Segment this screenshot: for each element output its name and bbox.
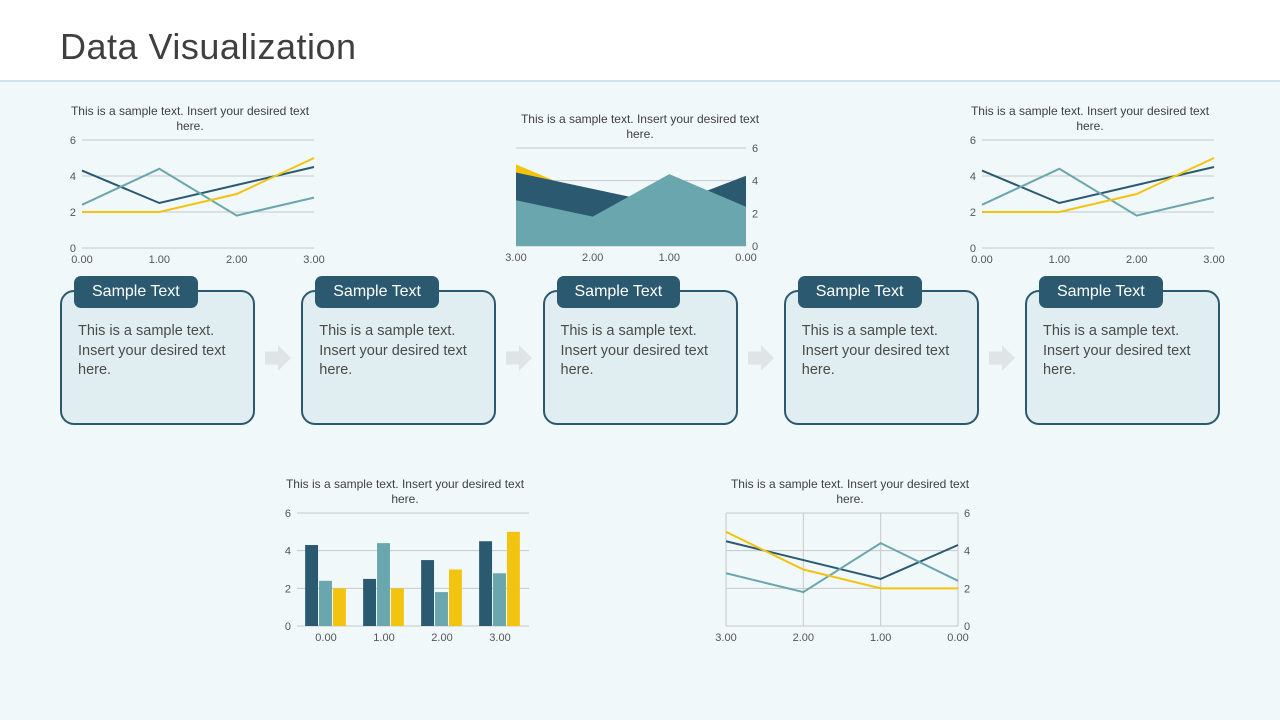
- svg-text:1.00: 1.00: [373, 632, 394, 644]
- flow-box-label: Sample Text: [798, 276, 922, 308]
- chart-caption: This is a sample text. Insert your desir…: [60, 104, 320, 134]
- svg-text:4: 4: [70, 171, 76, 183]
- flow-box-label: Sample Text: [1039, 276, 1163, 308]
- svg-text:2.00: 2.00: [1126, 254, 1147, 266]
- svg-text:1.00: 1.00: [870, 632, 891, 644]
- svg-text:3.00: 3.00: [489, 632, 510, 644]
- chart-caption: This is a sample text. Insert your desir…: [960, 104, 1220, 134]
- svg-text:2.00: 2.00: [582, 252, 603, 264]
- svg-text:2.00: 2.00: [226, 254, 247, 266]
- arrow-right-icon: [506, 345, 532, 371]
- flow-box-body: This is a sample text. Insert your desir…: [78, 322, 237, 381]
- flow-box: Sample TextThis is a sample text. Insert…: [543, 290, 738, 425]
- svg-text:6: 6: [752, 143, 758, 155]
- svg-text:3.00: 3.00: [1203, 254, 1224, 266]
- svg-text:4: 4: [285, 546, 291, 558]
- line-chart-top-left: This is a sample text. Insert your desir…: [60, 104, 320, 269]
- flow-box-body: This is a sample text. Insert your desir…: [1043, 322, 1202, 381]
- svg-text:4: 4: [964, 546, 970, 558]
- stage: This is a sample text. Insert your desir…: [0, 82, 1280, 712]
- arrow-right-icon: [989, 345, 1015, 371]
- svg-text:2.00: 2.00: [431, 632, 452, 644]
- chart-caption: This is a sample text. Insert your desir…: [510, 112, 770, 142]
- svg-text:0: 0: [285, 621, 291, 633]
- svg-text:2: 2: [70, 207, 76, 219]
- svg-text:0.00: 0.00: [71, 254, 92, 266]
- svg-text:0.00: 0.00: [315, 632, 336, 644]
- page-title: Data Visualization: [60, 26, 1220, 68]
- svg-text:0.00: 0.00: [947, 632, 968, 644]
- flow-box-body: This is a sample text. Insert your desir…: [802, 322, 961, 381]
- flow-box: Sample TextThis is a sample text. Insert…: [1025, 290, 1220, 425]
- flow-box: Sample TextThis is a sample text. Insert…: [301, 290, 496, 425]
- flow-box-label: Sample Text: [74, 276, 198, 308]
- arrow-right-icon: [748, 345, 774, 371]
- svg-text:6: 6: [70, 135, 76, 147]
- line-chart-bottom-right: This is a sample text. Insert your desir…: [720, 477, 980, 647]
- svg-text:1.00: 1.00: [659, 252, 680, 264]
- svg-text:3.00: 3.00: [505, 252, 526, 264]
- svg-text:3.00: 3.00: [303, 254, 324, 266]
- chart-caption: This is a sample text. Insert your desir…: [275, 477, 535, 507]
- flow-row: Sample TextThis is a sample text. Insert…: [60, 290, 1220, 425]
- chart-caption: This is a sample text. Insert your desir…: [720, 477, 980, 507]
- svg-text:3.00: 3.00: [715, 632, 736, 644]
- svg-text:4: 4: [752, 176, 758, 188]
- svg-text:6: 6: [964, 508, 970, 520]
- svg-text:6: 6: [285, 508, 291, 520]
- svg-text:1.00: 1.00: [149, 254, 170, 266]
- svg-text:2.00: 2.00: [793, 632, 814, 644]
- svg-text:2: 2: [752, 208, 758, 220]
- svg-text:1.00: 1.00: [1049, 254, 1070, 266]
- svg-text:6: 6: [970, 135, 976, 147]
- svg-text:0.00: 0.00: [971, 254, 992, 266]
- flow-box: Sample TextThis is a sample text. Insert…: [60, 290, 255, 425]
- flow-box-label: Sample Text: [557, 276, 681, 308]
- arrow-right-icon: [265, 345, 291, 371]
- flow-box-body: This is a sample text. Insert your desir…: [561, 322, 720, 381]
- flow-box-body: This is a sample text. Insert your desir…: [319, 322, 478, 381]
- svg-text:2: 2: [970, 207, 976, 219]
- svg-text:4: 4: [970, 171, 976, 183]
- title-bar: Data Visualization: [0, 0, 1280, 82]
- svg-text:0.00: 0.00: [735, 252, 756, 264]
- svg-text:2: 2: [964, 583, 970, 595]
- flow-box: Sample TextThis is a sample text. Insert…: [784, 290, 979, 425]
- area-chart-top-center: This is a sample text. Insert your desir…: [510, 112, 770, 267]
- flow-box-label: Sample Text: [315, 276, 439, 308]
- svg-text:2: 2: [285, 583, 291, 595]
- bar-chart-bottom-left: This is a sample text. Insert your desir…: [275, 477, 535, 647]
- line-chart-top-right: This is a sample text. Insert your desir…: [960, 104, 1220, 269]
